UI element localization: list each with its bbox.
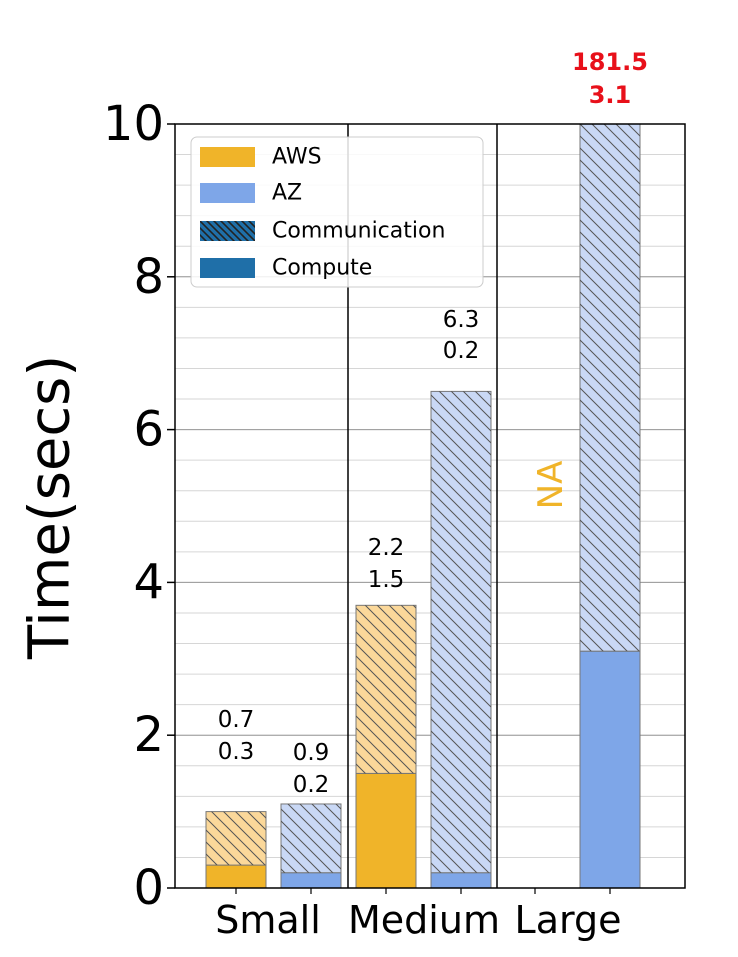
bar-hatch-az-large xyxy=(580,124,640,652)
bar-aws-small-compute xyxy=(205,864,267,889)
legend-box xyxy=(190,136,484,288)
y-tick-label: 2 xyxy=(133,707,164,763)
plot-border xyxy=(174,123,686,889)
value-label-compute: 0.3 xyxy=(218,739,255,765)
y-tick-label: 0 xyxy=(133,860,164,916)
x-category-label: Small xyxy=(215,898,321,942)
value-label-compute: 0.2 xyxy=(443,338,480,364)
bar-hatch-aws-medium xyxy=(356,605,416,774)
na-label: NA xyxy=(531,461,571,510)
value-label-communication: 181.5 xyxy=(572,48,648,76)
value-label-communication: 0.7 xyxy=(218,707,255,733)
bars xyxy=(205,123,641,889)
legend-swatch-hatch xyxy=(200,221,255,241)
legend: AWS AZ Communication Compute xyxy=(190,136,484,288)
legend-label: Communication xyxy=(272,219,445,244)
value-label-compute: 0.2 xyxy=(293,772,330,798)
value-label-communication: 2.2 xyxy=(368,535,405,561)
axes: 0 2 4 6 8 10 Time(secs) Small Medium Large xyxy=(18,96,622,942)
y-axis-label: Time(secs) xyxy=(18,355,83,660)
legend-swatch-az xyxy=(200,183,255,203)
x-category-label: Large xyxy=(515,898,622,942)
value-label-compute: 1.5 xyxy=(368,567,405,593)
bar-value-labels: 0.7 0.3 0.9 0.2 2.2 1.5 6.3 0.2 181.5 3.1 NA xyxy=(218,48,648,798)
bar-az-small-compute xyxy=(280,872,342,889)
legend-label: AZ xyxy=(272,181,302,206)
legend-swatch-compute xyxy=(200,258,255,278)
y-tick-label: 10 xyxy=(103,96,164,152)
y-tick-label: 8 xyxy=(133,249,164,305)
bar-hatch-az-medium xyxy=(431,391,491,873)
value-label-communication: 0.9 xyxy=(293,740,330,766)
y-tick-label: 6 xyxy=(133,402,164,458)
value-label-compute: 3.1 xyxy=(589,81,632,109)
y-tick-label: 4 xyxy=(133,554,164,610)
bar-az-medium-compute xyxy=(430,872,492,889)
bar-aws-medium-compute xyxy=(355,772,417,889)
x-category-label: Medium xyxy=(348,898,500,942)
legend-label: Compute xyxy=(272,256,372,281)
bar-hatch-az-small xyxy=(281,803,341,873)
bar-hatch-aws-small xyxy=(206,811,266,866)
value-label-communication: 6.3 xyxy=(443,307,480,333)
legend-swatch-aws xyxy=(200,147,255,167)
bar-az-large-compute xyxy=(579,650,641,889)
legend-label: AWS xyxy=(272,145,322,170)
